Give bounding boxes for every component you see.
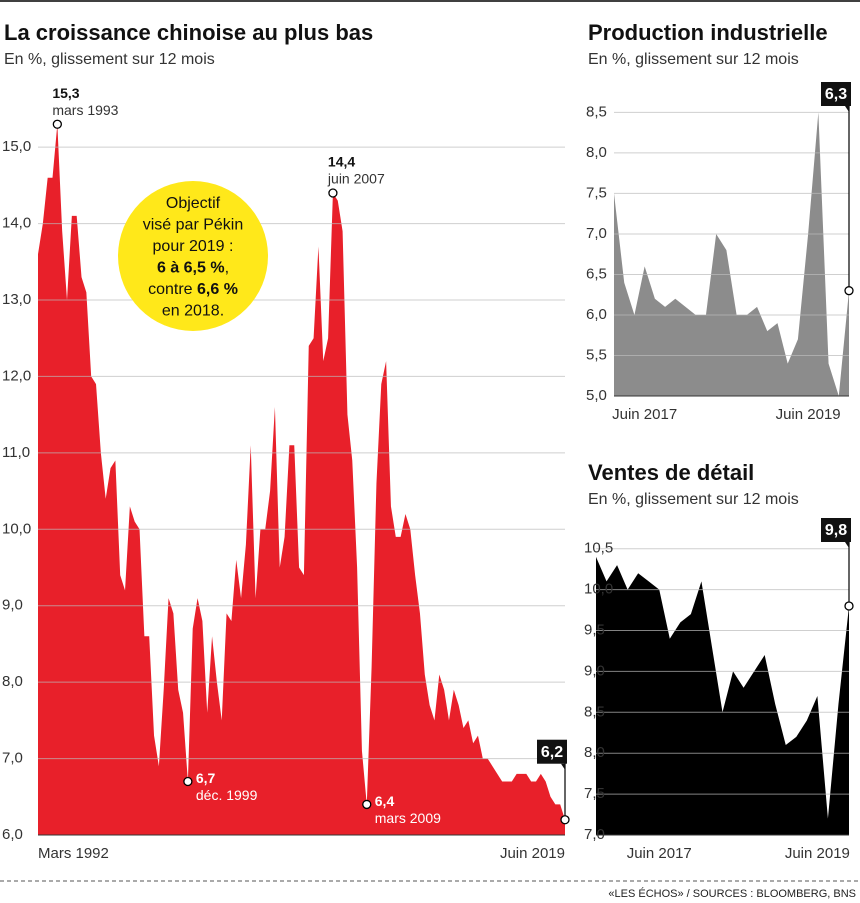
note-segment: contre [148,281,197,298]
value-label: 6,7 [196,770,216,786]
y-tick-label: 8,5 [586,103,607,120]
value-label: 15,3 [52,85,79,101]
note-line: Objectif [166,195,221,212]
y-tick-label: 5,5 [586,346,607,363]
y-tick-label: 7,0 [2,750,23,767]
y-tick-label: 9,0 [584,662,605,679]
source: «LES ÉCHOS» / SOURCES : BLOOMBERG, BNS [608,887,856,900]
box-pointer [561,763,565,770]
value-box [821,518,851,542]
area [596,556,849,835]
note-line: 6 à 6,5 %, [157,260,229,277]
chart-title: Ventes de détail [588,460,754,485]
y-tick-label: 12,0 [2,367,31,384]
point-marker [362,799,372,810]
point-marker [560,815,570,825]
chart-subtitle: En %, glissement sur 12 mois [588,51,799,68]
y-tick-label: 10,0 [2,520,31,537]
value-label: 14,4 [328,154,355,170]
value-label: 9,8 [825,522,847,539]
y-tick-label: 5,0 [586,387,607,404]
y-tick-label: 13,0 [2,291,31,308]
note-line: pour 2019 : [153,238,234,255]
point-note: juin 2007 [327,171,385,187]
x-tick-label: Juin 2019 [500,845,565,862]
y-tick-label: 8,0 [586,144,607,161]
value-label: 6,2 [541,744,563,761]
y-tick-label: 10,0 [584,581,613,598]
note-line: contre 6,6 % [148,281,238,298]
point-marker [328,188,338,198]
y-tick-label: 7,0 [584,826,605,843]
point-marker [52,119,62,129]
y-tick-label: 7,0 [586,225,607,242]
note-segment: Objectif [166,195,221,212]
note-segment: pour 2019 : [153,238,234,255]
y-tick-label: 9,0 [2,597,23,614]
box-pointer [845,542,849,548]
x-tick-label: Juin 2019 [785,845,850,862]
y-tick-label: 9,5 [584,621,605,638]
note-line: en 2018. [162,303,224,320]
y-tick-label: 8,5 [584,703,605,720]
y-tick-label: 10,5 [584,540,613,557]
chart-subtitle: En %, glissement sur 12 mois [588,491,799,508]
point-marker [844,286,854,296]
area [38,124,565,835]
point-marker [844,601,854,611]
note-line: visé par Pékin [143,217,244,234]
value-box [537,739,567,764]
chart-title: La croissance chinoise au plus bas [4,20,373,45]
y-tick-label: 6,0 [2,826,23,843]
point-note: mars 1993 [52,102,118,118]
y-tick-label: 7,5 [586,184,607,201]
value-box [821,82,851,106]
value-label: 6,4 [375,793,395,809]
y-tick-label: 7,5 [584,785,605,802]
point-note: déc. 1999 [196,787,258,803]
x-tick-label: Juin 2019 [776,406,841,423]
box-pointer [845,106,849,112]
note-segment: 6,6 % [197,281,238,298]
x-tick-label: Juin 2017 [627,845,692,862]
y-tick-label: 15,0 [2,138,31,155]
y-tick-label: 8,0 [2,673,23,690]
value-label: 6,3 [825,86,847,103]
note-segment: en 2018. [162,303,224,320]
y-tick-label: 6,5 [586,265,607,282]
y-tick-label: 6,0 [586,306,607,323]
note-segment: visé par Pékin [143,217,244,234]
y-tick-label: 14,0 [2,215,31,232]
x-tick-label: Mars 1992 [38,845,109,862]
chart-title: Production industrielle [588,20,828,45]
note-bubble [118,181,268,331]
point-note: mars 2009 [375,810,441,826]
y-tick-label: 8,0 [584,744,605,761]
area [614,112,849,397]
x-tick-label: Juin 2017 [612,406,677,423]
note-segment: , [225,260,229,277]
note-segment: 6 à 6,5 % [157,260,225,277]
point-marker [183,776,193,787]
y-tick-label: 11,0 [2,444,30,461]
chart-subtitle: En %, glissement sur 12 mois [4,51,215,68]
